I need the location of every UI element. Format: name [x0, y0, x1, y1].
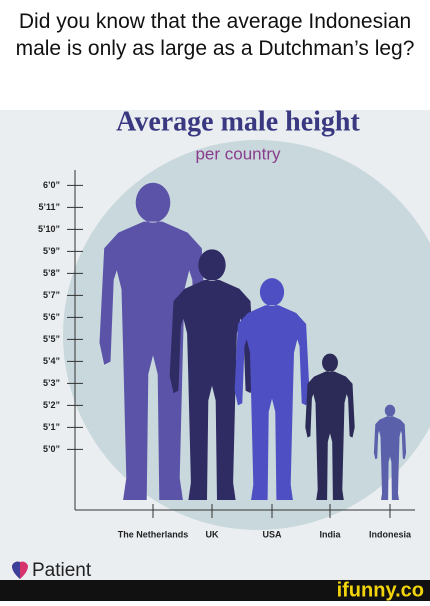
- y-tick-label: 5’1”: [43, 422, 60, 432]
- y-tick-label: 5’11”: [38, 202, 60, 212]
- y-tick-label: 5’7”: [43, 290, 60, 300]
- y-tick-label: 5’4”: [43, 356, 60, 366]
- y-tick-label: 5’3”: [43, 378, 60, 388]
- watermark: ifunny.co: [337, 579, 424, 601]
- y-tick-label: 5’8”: [43, 268, 60, 278]
- y-tick-label: 5’6”: [43, 312, 60, 322]
- chart-title: Average male height: [116, 106, 360, 137]
- y-tick-label: 5’10”: [38, 224, 60, 234]
- caption-box: Did you know that the average Indonesian…: [15, 10, 415, 60]
- logo-text: Patient: [32, 560, 92, 581]
- person-figure: [234, 278, 310, 500]
- y-tick-label: 5’2”: [43, 400, 60, 410]
- x-tick-label: USA: [262, 529, 282, 539]
- chart-subtitle: per country: [195, 144, 281, 163]
- y-tick-label: 5’0”: [43, 444, 60, 454]
- watermark-bar: [0, 580, 430, 601]
- caption: Did you know that the average Indonesian…: [15, 10, 415, 60]
- y-tick-label: 5’9”: [43, 246, 60, 256]
- logo: Patient: [12, 560, 92, 581]
- logo-icon-left: [12, 561, 20, 579]
- person-figure: [373, 404, 407, 500]
- person-figure: [99, 182, 207, 500]
- person-figure: [169, 249, 255, 500]
- y-tick-label: 6’0”: [43, 180, 60, 190]
- x-tick-label: Indonesia: [369, 529, 412, 539]
- x-tick-label: India: [319, 529, 341, 539]
- person-figure: [305, 353, 355, 500]
- x-tick-label: UK: [206, 529, 219, 539]
- x-tick-label: The Netherlands: [118, 529, 189, 539]
- y-tick-label: 5’5”: [43, 334, 60, 344]
